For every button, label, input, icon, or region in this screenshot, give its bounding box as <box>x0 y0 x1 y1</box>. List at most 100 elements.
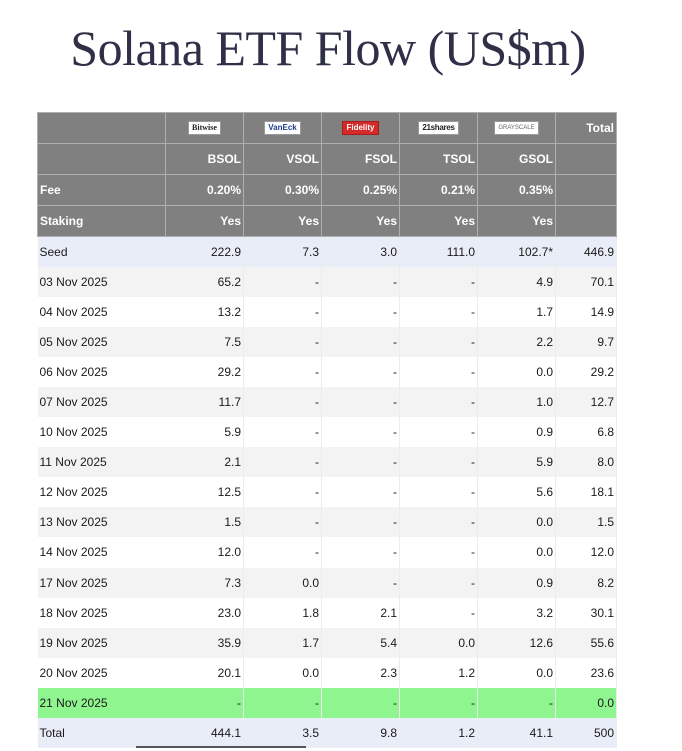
flow-value: - <box>243 537 322 568</box>
row-date: 05 Nov 2025 <box>37 326 166 357</box>
fee-value: 0.30% <box>243 174 322 206</box>
flow-value: - <box>243 296 322 327</box>
staking-total-blank <box>555 205 617 237</box>
table-row: 05 Nov 2025 7.5- - -2.2 9.7 <box>37 326 617 357</box>
ticker-header: BSOL <box>165 143 244 175</box>
flow-value: 1.2 <box>399 718 478 749</box>
totals-row: Total 444.1 3.5 9.8 1.2 41.1 500 <box>37 718 617 749</box>
flow-value: - <box>321 326 400 357</box>
flow-value: 2.2 <box>477 326 556 357</box>
row-date: 07 Nov 2025 <box>37 386 166 418</box>
table-row: 13 Nov 2025 1.5- - -0.0 1.5 <box>37 507 617 538</box>
flow-value: - <box>399 326 478 357</box>
row-date: 11 Nov 2025 <box>37 447 166 478</box>
row-date: 21 Nov 2025 <box>37 687 166 718</box>
flow-value: - <box>321 356 400 387</box>
row-total: 29.2 <box>555 356 617 387</box>
flow-value: - <box>399 447 478 478</box>
vaneck-logo: VanEck <box>264 121 301 136</box>
fee-label: Fee <box>37 174 166 206</box>
flow-value: 1.2 <box>399 657 478 688</box>
flow-value: 1.8 <box>243 597 322 628</box>
flow-value: 0.9 <box>477 417 556 448</box>
flow-value: - <box>321 266 400 297</box>
flow-value: 11.7 <box>165 386 244 418</box>
table-row: 11 Nov 2025 2.1- - -5.9 8.0 <box>37 447 617 478</box>
flow-value: 102.7* <box>477 236 556 267</box>
flow-value: - <box>399 417 478 448</box>
flow-value: 1.7 <box>243 627 322 658</box>
flow-value: - <box>321 477 400 508</box>
flow-value: 13.2 <box>165 296 244 327</box>
fee-value: 0.20% <box>165 174 244 206</box>
row-total: 23.6 <box>555 657 617 688</box>
staking-label: Staking <box>37 205 166 237</box>
flow-value: 0.0 <box>243 567 322 598</box>
flow-value: - <box>165 687 244 718</box>
flow-value: - <box>321 567 400 598</box>
table-row: 21 Nov 2025- - - - -0.0 <box>37 687 617 718</box>
flow-value: - <box>399 537 478 568</box>
flow-value: - <box>321 687 400 718</box>
row-total: 30.1 <box>555 597 617 628</box>
flow-value: 2.3 <box>321 657 400 688</box>
issuer-logo-cell: Fidelity <box>321 112 400 144</box>
issuer-logo-cell: VanEck <box>243 112 322 144</box>
flow-value: - <box>321 296 400 327</box>
flow-value: - <box>477 687 556 718</box>
ticker-total-blank <box>555 143 617 175</box>
flow-value: 20.1 <box>165 657 244 688</box>
row-total: 0.0 <box>555 687 617 718</box>
row-total: 446.9 <box>555 236 617 267</box>
flow-value: - <box>243 447 322 478</box>
table-row: Seed 222.9 7.3 3.0 111.0 102.7* 446.9 <box>37 236 617 267</box>
fee-value: 0.35% <box>477 174 556 206</box>
table-row: 07 Nov 2025 11.7- - -1.0 12.7 <box>37 386 617 418</box>
fidelity-logo: Fidelity <box>342 121 379 136</box>
flow-value: - <box>243 687 322 718</box>
table-row: 19 Nov 2025 35.9 1.7 5.4 0.0 12.6 55.6 <box>37 627 617 658</box>
flow-value: 12.0 <box>165 537 244 568</box>
underline-decoration <box>136 746 306 748</box>
fee-value: 0.25% <box>321 174 400 206</box>
flow-value: 7.5 <box>165 326 244 357</box>
flow-value: 5.9 <box>165 417 244 448</box>
row-date: 13 Nov 2025 <box>37 507 166 538</box>
flow-value: 0.0 <box>477 657 556 688</box>
row-total: 500 <box>555 718 617 749</box>
row-date: 14 Nov 2025 <box>37 537 166 568</box>
21shares-logo: 21shares <box>418 121 459 136</box>
row-date: Total <box>37 718 166 749</box>
row-total: 18.1 <box>555 477 617 508</box>
row-date: 06 Nov 2025 <box>37 356 166 387</box>
table-row: 20 Nov 2025 20.1 0.0 2.3 1.2 0.0 23.6 <box>37 657 617 688</box>
flow-value: - <box>243 386 322 418</box>
flow-value: - <box>399 296 478 327</box>
table-header: Bitwise VanEck Fidelity 21shares GRAYSCA… <box>37 112 617 237</box>
staking-value: Yes <box>165 205 244 237</box>
flow-value: 1.5 <box>165 507 244 538</box>
staking-value: Yes <box>399 205 478 237</box>
flow-value: - <box>243 356 322 387</box>
flow-value: 0.0 <box>477 537 556 568</box>
flow-value: 5.6 <box>477 477 556 508</box>
flow-value: 5.4 <box>321 627 400 658</box>
row-date: 20 Nov 2025 <box>37 657 166 688</box>
row-date: 17 Nov 2025 <box>37 567 166 598</box>
row-date: Seed <box>37 236 166 267</box>
issuer-logo-cell: Bitwise <box>165 112 244 144</box>
page-title: Solana ETF Flow (US$m) <box>70 20 586 76</box>
flow-value: - <box>399 567 478 598</box>
ticker-row-label <box>37 143 166 175</box>
flow-value: 23.0 <box>165 597 244 628</box>
ticker-header: VSOL <box>243 143 322 175</box>
table-row: 18 Nov 2025 23.0 1.8 2.1-3.2 30.1 <box>37 597 617 628</box>
total-header: Total <box>555 112 617 144</box>
flow-value: 5.9 <box>477 447 556 478</box>
logo-row: Bitwise VanEck Fidelity 21shares GRAYSCA… <box>37 112 617 144</box>
row-total: 70.1 <box>555 266 617 297</box>
flow-value: - <box>243 507 322 538</box>
flow-value: 0.9 <box>477 567 556 598</box>
flow-value: - <box>243 266 322 297</box>
logo-row-label <box>37 112 166 144</box>
